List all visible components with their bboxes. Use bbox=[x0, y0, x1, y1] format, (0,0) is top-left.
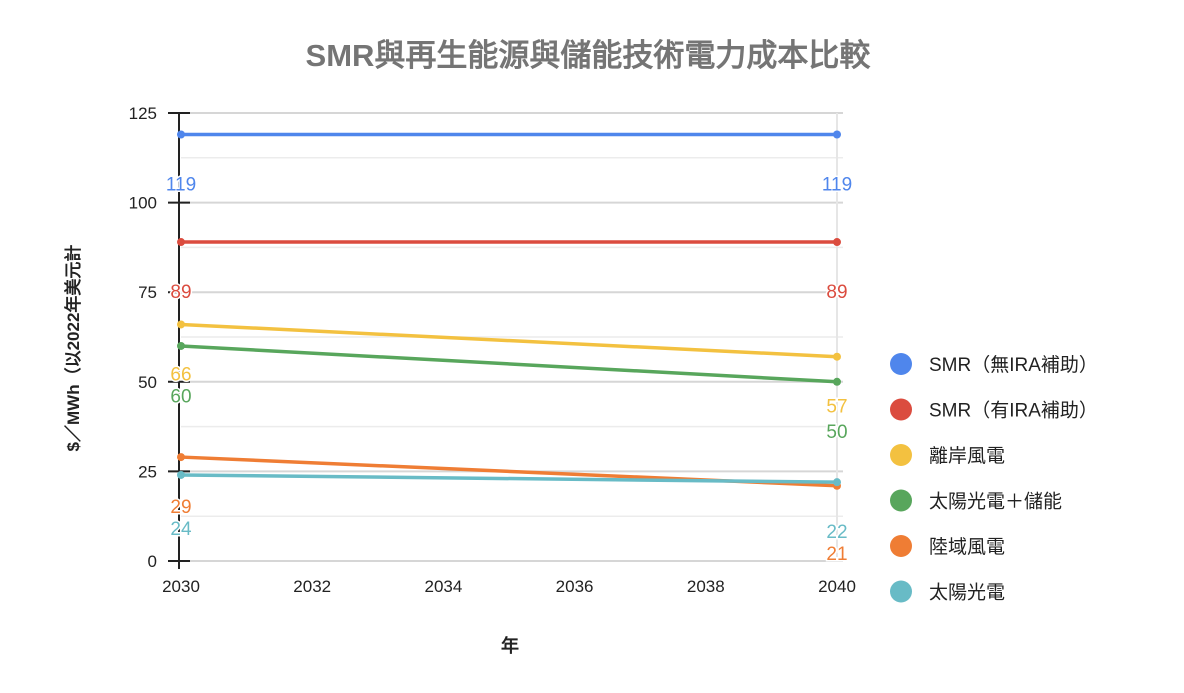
legend-swatch bbox=[890, 489, 912, 512]
x-tick-label: 2030 bbox=[162, 577, 200, 596]
legend-swatch bbox=[890, 444, 912, 466]
data-point bbox=[177, 470, 185, 479]
x-tick-label: 2034 bbox=[424, 577, 462, 596]
data-label: 24 bbox=[170, 519, 192, 540]
legend-label: 陸域風電 bbox=[929, 536, 1005, 558]
series-lines bbox=[177, 130, 841, 490]
x-tick-label: 2036 bbox=[556, 577, 594, 596]
y-tick-label: 50 bbox=[138, 373, 157, 392]
series-line bbox=[180, 473, 838, 484]
data-point bbox=[177, 453, 185, 462]
y-tick-label: 25 bbox=[138, 462, 157, 481]
y-axis-title: $／MWh（以2022年美元計 bbox=[63, 245, 83, 452]
x-axis-title: 年 bbox=[501, 635, 519, 656]
x-tick-label: 2040 bbox=[818, 577, 856, 596]
data-point bbox=[177, 320, 185, 329]
data-point bbox=[833, 130, 841, 139]
data-label: 57 bbox=[826, 397, 847, 418]
data-label: 21 bbox=[826, 544, 847, 565]
x-tick-label: 2032 bbox=[293, 577, 331, 596]
x-tick-label: 2038 bbox=[687, 577, 725, 596]
data-label: 66 bbox=[170, 364, 191, 385]
y-tick-label: 100 bbox=[129, 194, 157, 213]
legend-label: SMR（有IRA補助） bbox=[929, 400, 1098, 422]
legend-swatch bbox=[890, 353, 912, 375]
chart-title: SMR與再生能源與儲能技術電力成本比較 bbox=[306, 38, 872, 73]
legend-swatch bbox=[890, 580, 912, 603]
data-label: 50 bbox=[826, 422, 847, 443]
axes: 0 25 50 75 100 125 2030 2032 2034 2036 2038 2040 bbox=[129, 104, 856, 596]
data-label: 22 bbox=[826, 522, 847, 543]
legend-swatch bbox=[890, 535, 912, 557]
data-label: 60 bbox=[170, 386, 191, 407]
data-point bbox=[833, 238, 841, 247]
legend-label: 離岸風電 bbox=[929, 445, 1005, 467]
y-tick-label: 75 bbox=[138, 283, 157, 302]
data-label: 119 bbox=[166, 175, 196, 196]
y-tick-label: 125 bbox=[129, 104, 157, 123]
data-point bbox=[833, 352, 841, 361]
series-line bbox=[180, 322, 838, 359]
legend-swatch bbox=[890, 398, 912, 421]
data-point bbox=[177, 130, 185, 139]
data-label: 89 bbox=[170, 282, 191, 303]
data-point bbox=[177, 238, 185, 247]
data-labels: 119 119 89 89 66 57 60 50 29 21 24 22 bbox=[164, 173, 853, 567]
gridlines bbox=[181, 112, 843, 562]
data-point bbox=[833, 377, 841, 386]
data-point bbox=[833, 478, 841, 487]
legend-label: SMR（無IRA補助） bbox=[929, 354, 1098, 376]
data-label: 119 bbox=[822, 175, 852, 196]
legend-label: 太陽光電＋儲能 bbox=[929, 491, 1062, 513]
data-label: 89 bbox=[826, 282, 847, 303]
series-line bbox=[180, 344, 838, 384]
legend: SMR（無IRA補助） SMR（有IRA補助） 離岸風電太陽光電＋儲能陸域風電太陽光… bbox=[890, 353, 1098, 604]
y-tick-label: 0 bbox=[148, 552, 157, 571]
legend-label: 太陽光電 bbox=[929, 582, 1005, 604]
data-point bbox=[177, 341, 185, 350]
data-label: 29 bbox=[170, 497, 191, 518]
